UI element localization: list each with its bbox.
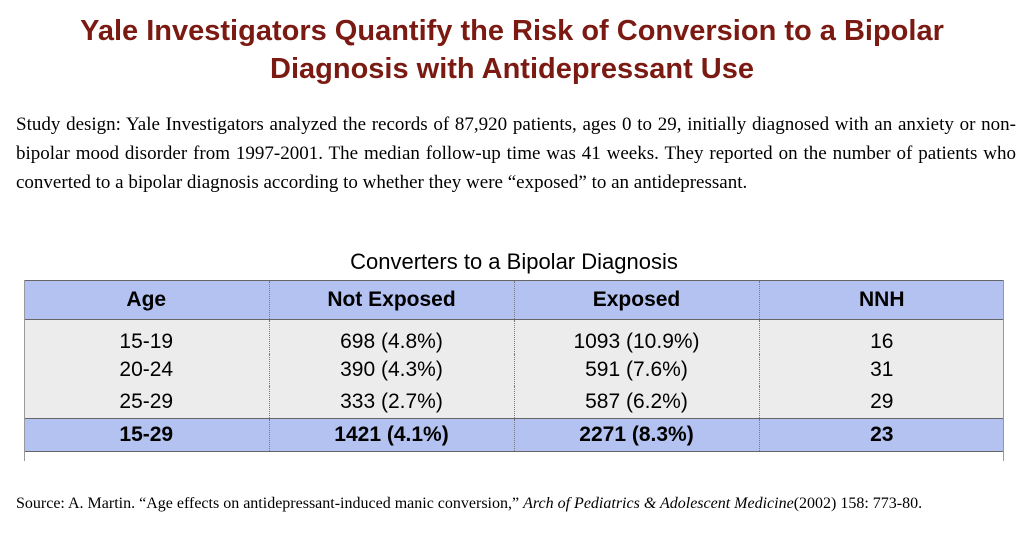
table-header-row: Age Not Exposed Exposed NNH [24,280,1004,320]
cell-age-total: 15-29 [24,417,269,452]
header-not-exposed: Not Exposed [268,280,514,320]
source-suffix: (2002) 158: 773-80. [793,495,923,512]
source-citation: Source: A. Martin. “Age effects on antid… [16,493,1016,515]
study-design-paragraph: Study design: Yale Investigators analyze… [16,114,1016,193]
table-total-row: 15-29 1421 (4.1%) 2271 (8.3%) 23 [24,417,1004,452]
source-prefix: Source: A. Martin. “Age effects on antid… [16,495,524,512]
cell-exposed: 1093 (10.9%) [513,319,759,354]
cell-not-exposed: 333 (2.7%) [268,386,514,418]
cell-exposed: 587 (6.2%) [513,386,759,418]
converters-table: Age Not Exposed Exposed NNH 15-19 698 (4… [24,280,1004,452]
cell-nnh: 29 [758,386,1004,418]
source-journal: Arch of Pediatrics & Adolescent Medicine [523,495,794,512]
header-age: Age [24,280,269,320]
slide-title-line-2: Diagnosis with Antidepressant Use [270,53,754,85]
cell-exposed-total: 2271 (8.3%) [513,417,759,452]
table-row: 15-19 698 (4.8%) 1093 (10.9%) 16 [24,319,1004,354]
cell-nnh: 16 [758,319,1004,354]
slide-title: Yale Investigators Quantify the Risk of … [0,12,1024,88]
cell-not-exposed-total: 1421 (4.1%) [268,417,514,452]
cell-nnh-total: 23 [758,417,1004,452]
cell-not-exposed: 390 (4.3%) [268,354,514,386]
cell-nnh: 31 [758,354,1004,386]
table-row: 20-24 390 (4.3%) 591 (7.6%) 31 [24,354,1004,386]
table-caption: Converters to a Bipolar Diagnosis [350,249,678,274]
header-nnh: NNH [758,280,1004,320]
cell-age: 25-29 [119,389,174,413]
cell-exposed: 591 (7.6%) [513,354,759,386]
cell-age: 15-19 [119,330,174,353]
header-exposed: Exposed [513,280,759,320]
slide-title-line-1: Yale Investigators Quantify the Risk of … [80,15,944,47]
table-row: 25-29 333 (2.7%) 587 (6.2%) 29 [24,386,1004,418]
cell-age: 20-24 [119,358,174,381]
cell-not-exposed: 698 (4.8%) [268,319,514,354]
